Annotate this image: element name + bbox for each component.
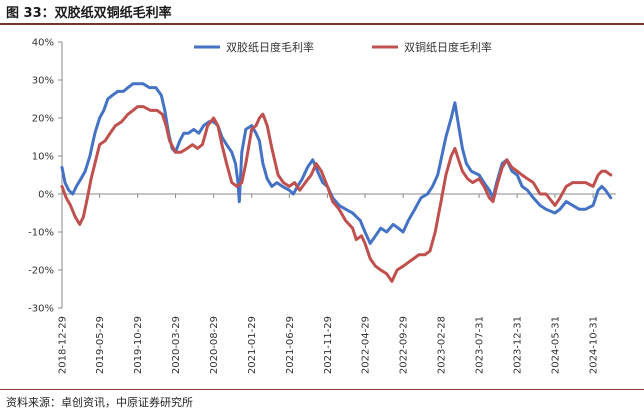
x-tick-label: 2023-12-31 — [513, 316, 524, 374]
y-tick-label: 30% — [32, 76, 54, 87]
chart-series — [60, 82, 613, 283]
line-chart: 40% 30% 20% 10% 0% -10% -20% -30% 2018-12-29 2019… — [28, 38, 616, 374]
x-tick-label: 2020-03-29 — [171, 316, 182, 374]
y-tick-label: -10% — [28, 228, 54, 239]
x-tick-label: 2022-09-29 — [399, 316, 410, 374]
y-tick-label: 0% — [38, 190, 54, 201]
chart-legend: 双胶纸日度毛利率 双铜纸日度毛利率 — [194, 40, 492, 54]
source-rule — [0, 389, 644, 390]
y-tick-label: 20% — [32, 114, 54, 125]
y-tick-label: 40% — [32, 38, 54, 49]
y-tick-label: -20% — [28, 266, 54, 277]
x-tick-label: 2023-02-28 — [436, 316, 447, 374]
title-rule — [0, 23, 644, 25]
chart-axes: 40% 30% 20% 10% 0% -10% -20% -30% 2018-12-29 2019… — [28, 38, 616, 374]
x-tick-label: 2022-04-29 — [361, 316, 372, 374]
x-tick-label: 2021-06-29 — [285, 316, 296, 374]
source-note: 资料来源：卓创资讯，中原证券研究所 — [6, 396, 193, 409]
series-line-2 — [60, 105, 613, 283]
figure-title: 图 33：双胶纸双铜纸毛利率 — [6, 6, 172, 21]
legend-label-1: 双胶纸日度毛利率 — [226, 40, 314, 54]
x-tick-label: 2019-10-29 — [133, 316, 144, 374]
x-tick-label: 2024-10-31 — [589, 316, 600, 374]
x-tick-label: 2023-07-31 — [475, 316, 486, 374]
x-tick-label: 2021-11-29 — [323, 316, 334, 374]
y-tick-label: -30% — [28, 304, 54, 315]
x-tick-label: 2020-08-29 — [209, 316, 220, 374]
x-tick-label: 2018-12-29 — [58, 316, 69, 374]
x-tick-label: 2019-05-29 — [95, 316, 106, 374]
y-tick-label: 10% — [32, 152, 54, 163]
legend-label-2: 双铜纸日度毛利率 — [404, 40, 492, 54]
x-tick-label: 2024-05-31 — [550, 316, 561, 374]
x-tick-label: 2021-01-29 — [247, 316, 258, 374]
